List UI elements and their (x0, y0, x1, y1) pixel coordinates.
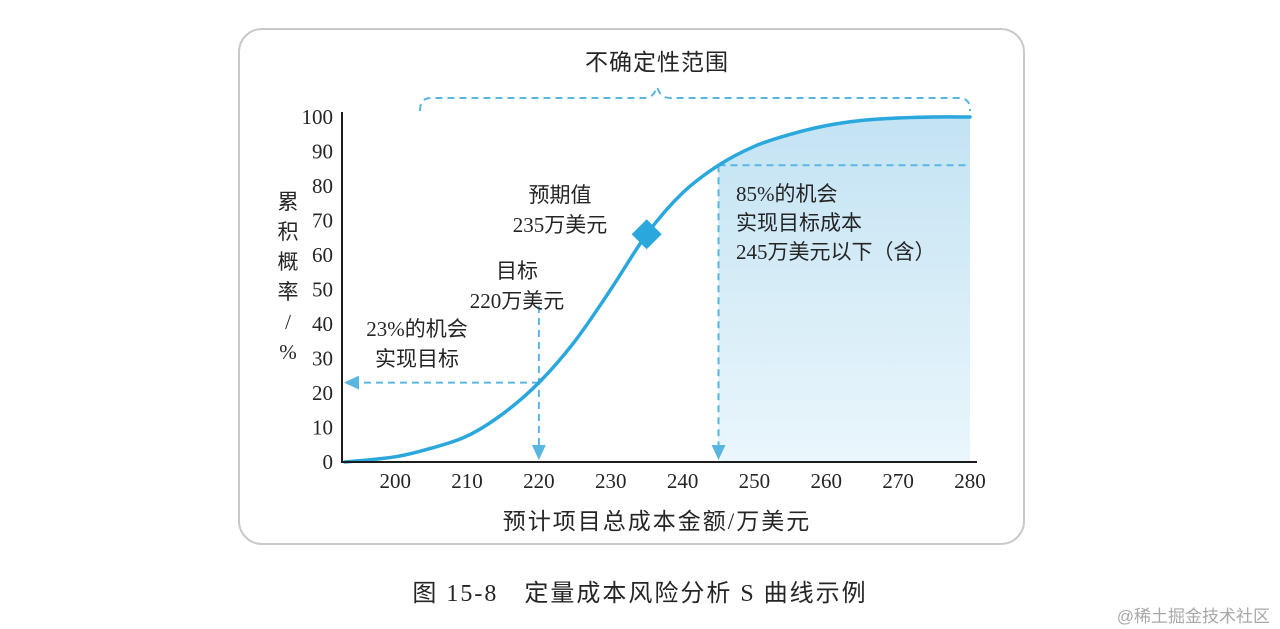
annotation-23-percent-chance: 23%的机会 实现目标 (366, 317, 468, 371)
x-tick-label: 200 (379, 469, 411, 493)
arrow-down-220-icon (531, 445, 546, 460)
axes (341, 112, 977, 463)
expected-value-marker (631, 219, 662, 250)
s-curve-plot: 200 210 220 230 240 250 260 270 280 0 10 20 30 40 50 60… (302, 84, 986, 493)
x-tick-label: 210 (451, 469, 483, 493)
y-tick-label: 90 (312, 140, 333, 164)
y-tick-label: 20 (312, 381, 333, 405)
x-tick-label: 240 (667, 469, 699, 493)
shaded-confidence-region (718, 117, 970, 462)
y-tick-label: 30 (312, 347, 333, 371)
annotation-85-percent-chance: 85%的机会 实现目标成本 245万美元以下（含） (736, 182, 936, 264)
x-tick-label: 280 (954, 469, 986, 493)
arrow-left-23-icon (344, 375, 359, 390)
x-tick-label: 270 (882, 469, 914, 493)
figure-caption: 图 15-8 定量成本风险分析 S 曲线示例 (412, 581, 868, 607)
cumulative-probability-curve (343, 115, 972, 464)
y-tick-label: 60 (312, 243, 333, 267)
x-tick-label: 250 (739, 469, 771, 493)
annotation-expected-value: 预期值 235万美元 (512, 183, 608, 237)
y-tick-label: 40 (312, 312, 333, 336)
uncertainty-range-brace (419, 84, 971, 112)
x-axis-title: 预计项目总成本金额/万美元 (502, 509, 812, 534)
x-tick-label: 260 (811, 469, 843, 493)
y-tick-label: 50 (312, 278, 333, 302)
y-tick-label: 70 (312, 209, 333, 233)
x-tick-label: 220 (523, 469, 555, 493)
x-tick-label: 230 (595, 469, 627, 493)
y-tick-label: 80 (312, 174, 333, 198)
uncertainty-range-label: 不确定性范围 (585, 50, 729, 75)
chart-panel: 200 210 220 230 240 250 260 270 280 0 10 20 30 40 50 60… (238, 28, 1025, 545)
annotation-target-cost: 目标 220万美元 (469, 259, 565, 313)
y-tick-label: 100 (302, 105, 334, 129)
watermark: @稀土掘金技术社区 (1116, 607, 1270, 626)
y-axis-title: 累 积 概 率 / % (277, 190, 299, 364)
arrow-down-245-icon (711, 445, 726, 460)
y-tick-label: 10 (312, 416, 333, 440)
y-tick-label: 0 (323, 450, 334, 474)
